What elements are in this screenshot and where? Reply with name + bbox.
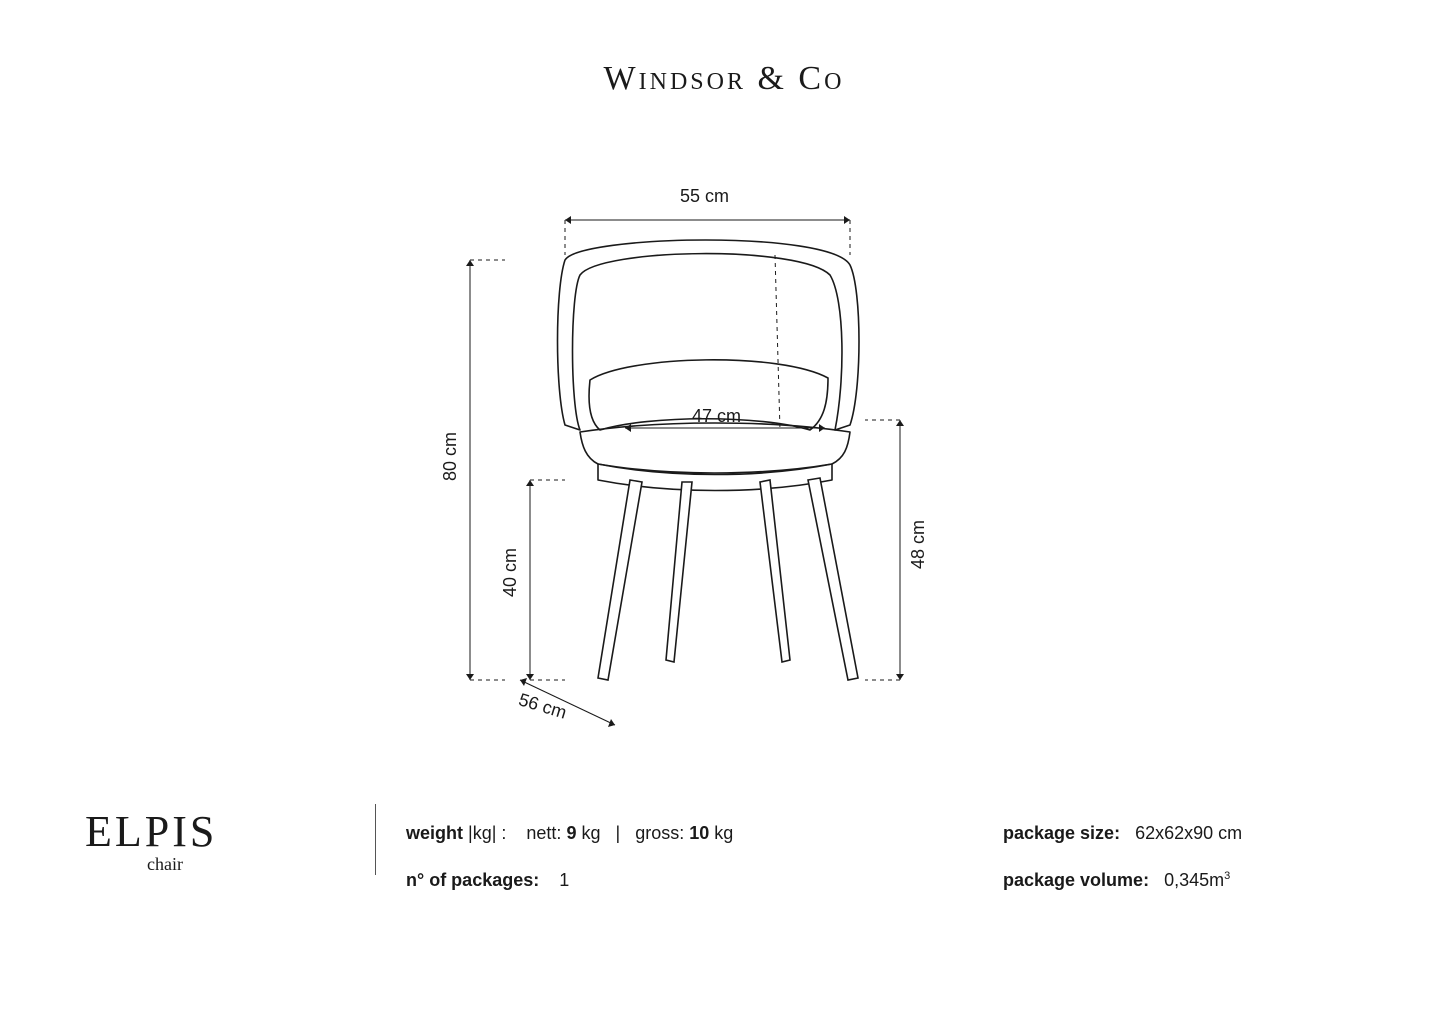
- product-type: chair: [147, 854, 375, 875]
- gross-value: 10: [689, 823, 709, 843]
- weight-unit: |kg| :: [468, 823, 506, 843]
- pkg-size-label: package size:: [1003, 823, 1120, 843]
- packages-value: 1: [559, 870, 569, 890]
- nett-kg: kg: [581, 823, 600, 843]
- dim-seat-h: 40 cm: [500, 548, 521, 597]
- weight-label: weight: [406, 823, 463, 843]
- gross-label: gross:: [635, 823, 684, 843]
- gross-kg: kg: [714, 823, 733, 843]
- dim-arm-h: 48 cm: [908, 520, 929, 569]
- packages-label: n° of packages:: [406, 870, 539, 890]
- packages-line: n° of packages: 1: [406, 857, 1003, 904]
- weight-line: weight |kg| : nett: 9 kg | gross: 10 kg: [406, 810, 1003, 857]
- spec-col-1: weight |kg| : nett: 9 kg | gross: 10 kg …: [376, 804, 1003, 904]
- pkg-size-line: package size: 62x62x90 cm: [1003, 810, 1363, 857]
- pkg-size-value: 62x62x90 cm: [1135, 823, 1242, 843]
- product-name: ELPIS: [85, 810, 375, 854]
- nett-value: 9: [566, 823, 576, 843]
- brand-text: Windsor & Co: [604, 60, 845, 97]
- pkg-vol-value: 0,345m: [1164, 870, 1224, 890]
- pkg-vol-label: package volume:: [1003, 870, 1149, 890]
- nett-label: nett:: [526, 823, 561, 843]
- brand-title: Windsor & Co: [0, 60, 1448, 98]
- technical-drawing: 55 cm 47 cm 80 cm 40 cm 48 cm 56 cm: [430, 180, 990, 740]
- pkg-vol-exp: 3: [1224, 870, 1230, 882]
- spec-footer: ELPIS chair weight |kg| : nett: 9 kg | g…: [85, 804, 1363, 924]
- dim-seat-width: 47 cm: [692, 406, 741, 427]
- dim-top-width: 55 cm: [680, 186, 729, 207]
- pkg-vol-line: package volume: 0,345m3: [1003, 857, 1363, 904]
- product-block: ELPIS chair: [85, 804, 376, 875]
- dim-total-h: 80 cm: [440, 432, 461, 481]
- spec-col-2: package size: 62x62x90 cm package volume…: [1003, 804, 1363, 904]
